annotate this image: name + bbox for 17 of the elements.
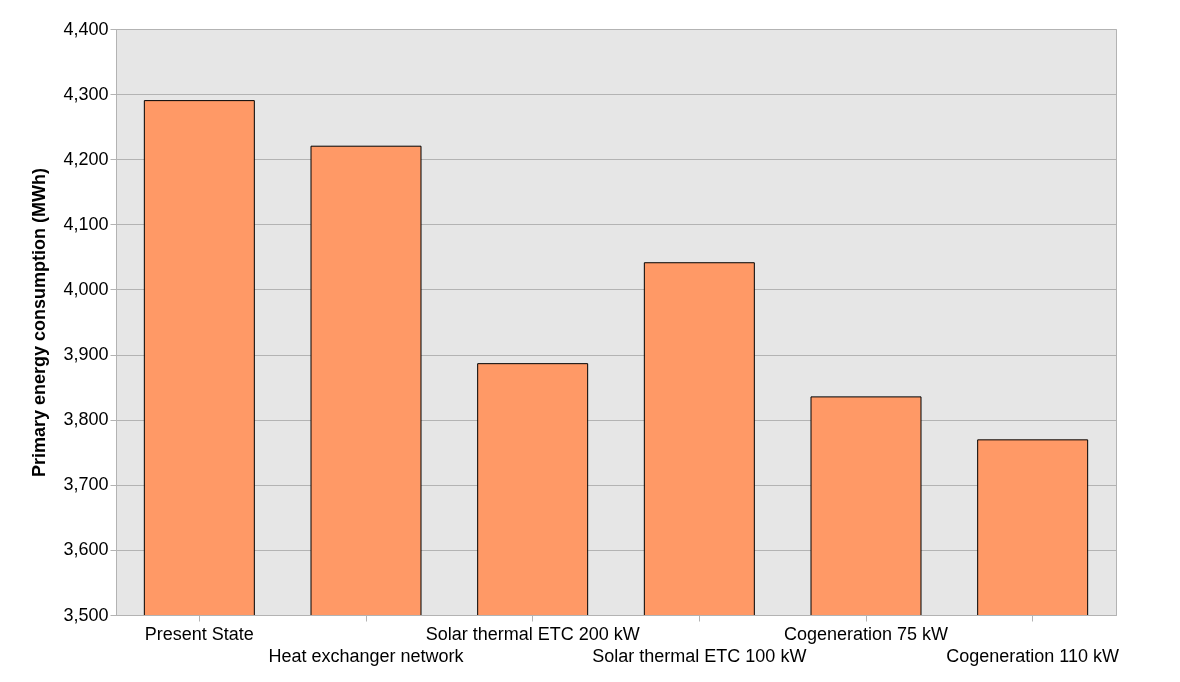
x-tick-label: Solar thermal ETC 200 kW <box>425 623 640 644</box>
y-tick-label: 4,400 <box>63 18 109 39</box>
y-tick-label: 3,500 <box>63 604 109 625</box>
y-tick-label: 3,700 <box>63 474 109 495</box>
x-tick-label: Solar thermal ETC 100 kW <box>592 645 807 666</box>
x-tick-label: Cogeneration 75 kW <box>783 623 949 644</box>
x-tick-label: Present State <box>144 623 254 644</box>
y-tick-label: 4,200 <box>63 148 109 169</box>
x-tick-label: Heat exchanger network <box>268 645 465 666</box>
y-tick-label: 4,100 <box>63 213 109 234</box>
y-axis-title: Primary energy consumption (MWh) <box>29 167 50 478</box>
y-tick-label: 4,000 <box>63 278 109 299</box>
y-tick-label: 3,800 <box>63 409 109 430</box>
y-tick-label: 3,600 <box>63 539 109 560</box>
y-tick-label: 3,900 <box>63 344 109 365</box>
y-tick-label: 4,300 <box>63 83 109 104</box>
x-tick-label: Cogeneration 110 kW <box>946 645 1120 666</box>
